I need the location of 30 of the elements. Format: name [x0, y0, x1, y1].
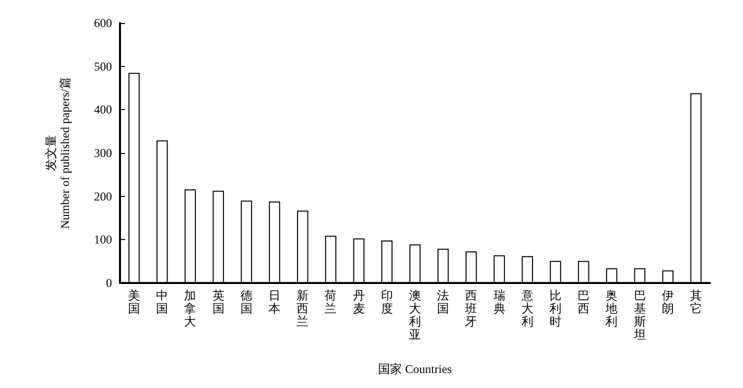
x-axis-title: 国家 Countries: [378, 362, 452, 376]
x-tick-label: 奥地利: [604, 288, 618, 328]
x-tick-label: 意大利: [520, 288, 534, 328]
y-tick-label: 300: [94, 146, 112, 160]
x-tick-label: 瑞典: [493, 288, 506, 316]
x-tick-label: 丹麦: [352, 288, 365, 316]
x-tick-label: 德国: [240, 288, 252, 316]
x-tick-label: 法国: [437, 288, 450, 316]
x-tick-label: 加拿大: [184, 288, 196, 328]
y-tick-label: 500: [94, 59, 112, 74]
y-tick-label: 0: [106, 276, 112, 290]
x-tick-label: 巴基斯坦: [632, 288, 646, 342]
y-tick-label: 400: [94, 102, 112, 117]
y-axis-title: 发文量 Number of published papers/篇: [44, 77, 72, 229]
y-tick-label: 100: [94, 232, 112, 247]
x-tick-label: 澳大利亚: [409, 288, 421, 342]
x-tick-label: 日本: [268, 288, 281, 316]
x-tick-label: 比利时: [549, 288, 562, 328]
x-tick-label: 印度: [380, 288, 393, 316]
x-tick-label: 荷兰: [324, 288, 337, 316]
y-tick-label: 200: [94, 189, 112, 204]
x-tick-label: 伊朗: [662, 288, 674, 316]
x-tick-label: 其它: [690, 288, 702, 316]
x-tick-label: 新西兰: [296, 288, 309, 328]
y-tick-label: 600: [94, 16, 112, 30]
x-tick-label: 美国: [128, 288, 140, 316]
x-tick-label: 巴西: [578, 288, 590, 316]
x-tick-label: 西班牙: [465, 288, 478, 328]
x-tick-label: 英国: [212, 288, 224, 316]
x-tick-label: 中国: [156, 288, 168, 316]
